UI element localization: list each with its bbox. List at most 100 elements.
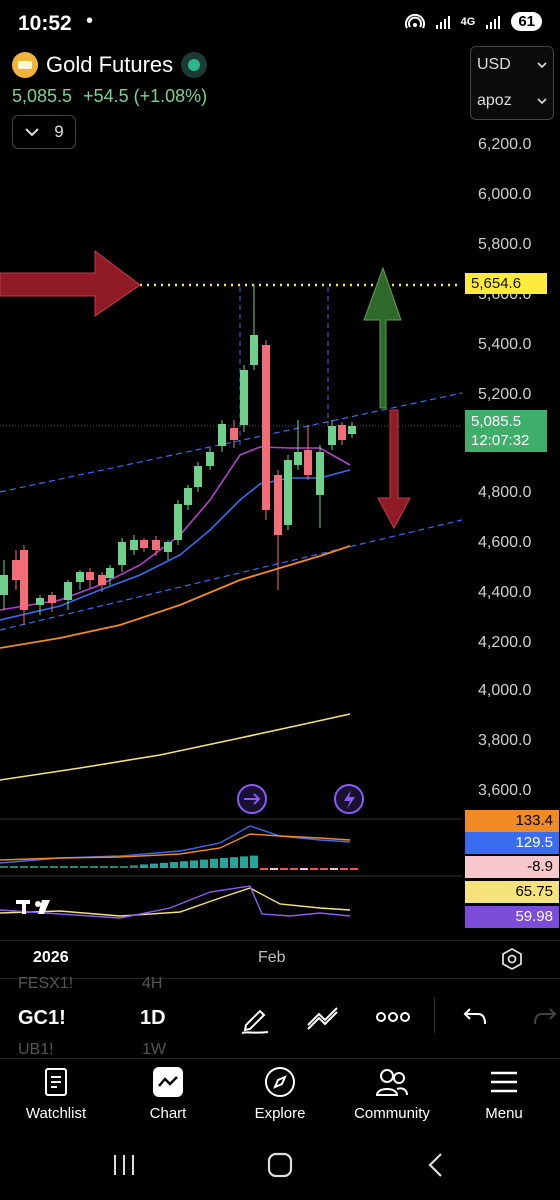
- nav-chart[interactable]: Chart: [112, 1065, 224, 1122]
- interval-picker[interactable]: 1D: [140, 1007, 166, 1029]
- rsi-line: [0, 885, 351, 919]
- price-tick-label: 3,600.0: [478, 782, 532, 799]
- bar-countdown: 12:07:32: [471, 432, 530, 449]
- undo-icon[interactable]: [462, 1005, 488, 1027]
- menu-icon: [491, 1071, 517, 1093]
- histogram-bar: [240, 856, 248, 868]
- home-icon[interactable]: [267, 1152, 293, 1178]
- histogram-bar: [260, 868, 268, 870]
- back-icon[interactable]: [426, 1152, 446, 1178]
- price-tick-label: 4,200.0: [478, 634, 532, 651]
- currency-select[interactable]: USD: [471, 47, 553, 83]
- histogram-bar: [20, 866, 28, 868]
- ma-purple-line: [0, 446, 351, 611]
- price-change-pct: (+1.08%): [133, 86, 208, 106]
- histogram-bar: [340, 868, 348, 870]
- symbol-header[interactable]: Gold Futures: [12, 52, 208, 78]
- histogram-bar: [110, 866, 118, 868]
- settings-hex-icon[interactable]: [500, 947, 524, 971]
- price-chart[interactable]: [0, 120, 462, 820]
- time-label-month: Feb: [258, 949, 286, 966]
- bottom-nav: Watchlist Chart Explore Community Menu: [0, 1058, 560, 1131]
- histogram-bar: [100, 866, 108, 868]
- draw-pencil-icon[interactable]: [238, 1001, 272, 1035]
- resistance-price-tag: 5,654.6: [465, 273, 547, 294]
- last-price-value: 5,085.5: [471, 413, 522, 430]
- histogram-bar: [50, 866, 58, 868]
- price-change: +54.5: [83, 86, 129, 106]
- lightning-icon[interactable]: [334, 784, 364, 814]
- histogram-bar: [270, 868, 278, 870]
- rsi-a-tag: 65.75: [465, 881, 559, 903]
- nav-watchlist[interactable]: Watchlist: [0, 1065, 112, 1122]
- event-icon[interactable]: [237, 784, 267, 814]
- histogram-bar: [320, 868, 328, 870]
- price-tick-label: 4,800.0: [478, 484, 532, 501]
- symbol-picker[interactable]: GC1!: [18, 1007, 66, 1029]
- candle: [294, 420, 302, 470]
- macd-value-tag: 129.5: [465, 832, 559, 854]
- last-price-tag: 5,085.5 12:07:32: [465, 410, 547, 452]
- histogram-bar: [150, 863, 158, 868]
- price-tick-label: 4,400.0: [478, 584, 532, 601]
- notification-dot: •: [86, 10, 94, 32]
- trendline-tool-icon[interactable]: [305, 1001, 341, 1033]
- symbol-next[interactable]: UB1!: [18, 1041, 54, 1058]
- chart-icon: [153, 1067, 183, 1097]
- nav-explore-label: Explore: [254, 1105, 306, 1122]
- candle: [250, 285, 258, 370]
- indicators-toggle-button[interactable]: 9: [12, 115, 76, 149]
- time-axis[interactable]: 2026 Feb: [0, 940, 560, 977]
- histogram-bar: [170, 862, 178, 868]
- redo-icon[interactable]: [532, 1005, 560, 1027]
- candle: [206, 448, 214, 470]
- price-tick-label: 5,400.0: [478, 336, 532, 353]
- recent-apps-icon[interactable]: [112, 1154, 136, 1176]
- histogram-bar: [0, 866, 8, 868]
- symbol-prev[interactable]: FESX1!: [18, 975, 74, 992]
- histogram-bar: [30, 866, 38, 868]
- price-tick-label: 6,000.0: [478, 186, 532, 203]
- candle: [348, 422, 356, 438]
- interval-prev[interactable]: 4H: [142, 975, 163, 992]
- candle: [194, 462, 202, 492]
- price-tick-label: 6,200.0: [478, 136, 532, 153]
- symbol-title[interactable]: Gold Futures: [46, 52, 174, 77]
- histogram-bar: [90, 866, 98, 868]
- candle: [152, 536, 160, 556]
- community-icon: [375, 1069, 408, 1096]
- candle: [230, 420, 238, 448]
- nav-explore[interactable]: Explore: [224, 1065, 336, 1122]
- histogram-bar: [190, 860, 198, 868]
- red-right-arrow: [0, 249, 141, 317]
- macd-hist-tag: -8.9: [465, 856, 559, 878]
- price-tick-label: 4,000.0: [478, 682, 532, 699]
- histogram-bar: [160, 862, 168, 868]
- candle: [36, 595, 44, 615]
- chart-selectors: USD apoz: [470, 46, 554, 120]
- histogram-bar: [310, 868, 318, 870]
- indicator-panes[interactable]: [0, 818, 462, 938]
- price-tick-label: 5,800.0: [478, 236, 532, 253]
- hotspot-icon: [404, 13, 425, 28]
- rsi-ma-line: [0, 887, 351, 917]
- macd-top-tag: 133.4: [465, 810, 559, 832]
- signal-icon-2: [486, 15, 501, 29]
- candle: [12, 550, 20, 590]
- price-tick-label: 4,600.0: [478, 534, 532, 551]
- battery-badge: 61: [511, 12, 542, 31]
- candle: [86, 568, 94, 588]
- more-icon[interactable]: [376, 1011, 410, 1023]
- account-select[interactable]: apoz: [471, 83, 553, 119]
- nav-menu[interactable]: Menu: [448, 1065, 560, 1122]
- signal-icon: [435, 15, 450, 29]
- nav-community[interactable]: Community: [336, 1065, 448, 1122]
- candle: [76, 570, 84, 590]
- interval-next[interactable]: 1W: [142, 1041, 166, 1058]
- nav-community-label: Community: [354, 1105, 430, 1122]
- chevron-down-icon: [537, 98, 547, 105]
- system-icons: 4G 61: [404, 12, 542, 31]
- ma-yellow-line: [0, 713, 351, 781]
- candle: [218, 420, 226, 452]
- current-price: 5,085.5: [12, 86, 73, 106]
